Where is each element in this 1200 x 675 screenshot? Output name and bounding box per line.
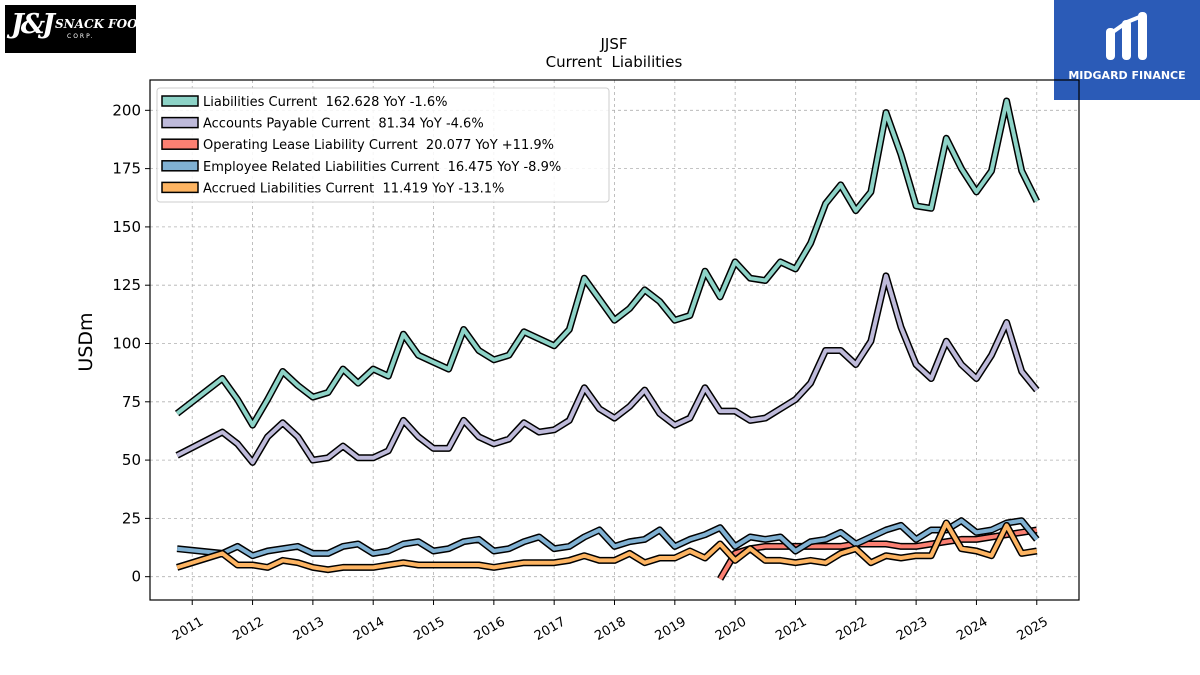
series-4 [176, 517, 1040, 560]
legend-swatch-3 [161, 138, 199, 150]
y-tick-label: 0 [131, 568, 141, 586]
y-tick-label: 25 [122, 509, 141, 527]
legend-swatch-5 [161, 181, 199, 194]
x-tick-label: 2024 [954, 614, 990, 644]
series-3 [717, 526, 1038, 581]
y-tick-label: 50 [122, 451, 141, 469]
logo-subtext: CORP. [67, 33, 95, 40]
y-tick-label: 100 [112, 334, 141, 352]
series-1-line [175, 99, 1039, 428]
legend-label-5: Accrued Liabilities Current 11.419 YoY -… [203, 181, 504, 196]
x-tick-label: 2023 [894, 614, 930, 644]
series-4-line [176, 518, 1039, 558]
y-tick-label: 125 [112, 276, 141, 294]
legend-box [156, 87, 610, 203]
chart-subtitle: Current Liabilities [546, 53, 683, 71]
y-tick-label: 175 [112, 160, 141, 178]
x-tick-label: 2020 [713, 614, 749, 644]
x-tick-label: 2011 [170, 614, 206, 644]
x-tick-label: 2018 [592, 614, 628, 644]
x-tick-label: 2022 [834, 614, 870, 644]
legend-label-3: Operating Lease Liability Current 20.077… [203, 138, 554, 153]
series-1 [174, 97, 1040, 429]
series-3-line [718, 528, 1038, 581]
logo-mark: J&J [11, 9, 55, 40]
series-2 [175, 272, 1040, 466]
y-tick-label: 75 [122, 393, 141, 411]
midgard-finance-logo: MIDGARD FINANCE [1054, 0, 1200, 100]
midgard-emblem-icon [1106, 12, 1147, 60]
y-axis-label: USDm [75, 312, 97, 371]
legend-swatch-2 [161, 116, 199, 129]
x-tick-label: 2021 [773, 614, 809, 644]
logo-wordmark: SNACK FOODS [55, 17, 157, 31]
series-5-line [176, 521, 1038, 572]
legend-label-2: Accounts Payable Current 81.34 YoY -4.6% [203, 117, 484, 132]
x-tick-label: 2013 [291, 614, 327, 644]
x-tick-label: 2014 [351, 614, 387, 644]
series-layer [174, 97, 1040, 581]
x-tick-label: 2016 [472, 614, 508, 644]
y-tick-label: 200 [112, 101, 141, 119]
x-tick-label: 2025 [1015, 614, 1051, 644]
x-tick-label: 2019 [653, 614, 689, 644]
legend-swatch-4 [161, 160, 199, 172]
x-tick-label: 2012 [230, 614, 266, 644]
series-2-line [176, 273, 1039, 465]
x-tick-label: 2015 [411, 614, 447, 644]
legend: Liabilities Current 162.628 YoY -1.6% Acc… [156, 87, 610, 203]
legend-label-1: Liabilities Current 162.628 YoY -1.6% [203, 95, 447, 110]
legend-swatch-1 [161, 95, 199, 107]
chart-title: JJSF [600, 35, 628, 53]
jj-snack-foods-logo: J&J SNACK FOODS CORP. [5, 5, 157, 53]
x-tick-label: 2017 [532, 614, 568, 644]
legend-label-4: Employee Related Liabilities Current 16.… [203, 160, 561, 175]
y-tick-label: 150 [112, 218, 141, 236]
midgard-finance-name: MIDGARD FINANCE [1068, 69, 1186, 82]
series-5 [176, 519, 1038, 574]
